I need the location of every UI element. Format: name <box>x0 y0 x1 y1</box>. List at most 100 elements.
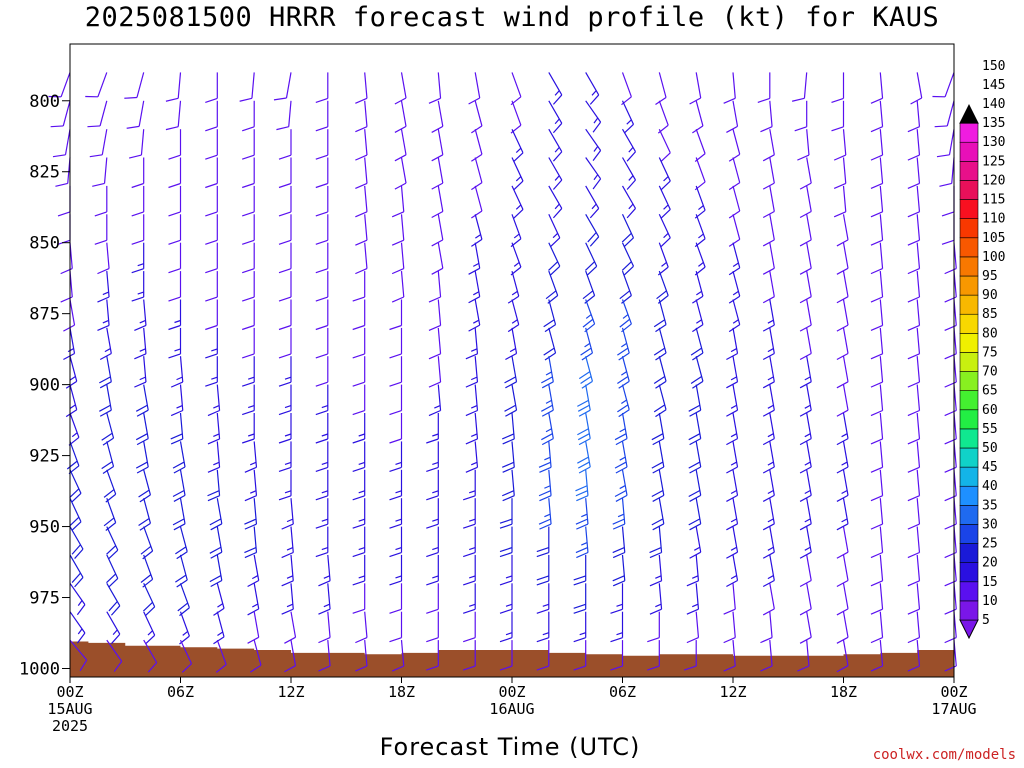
wind-barb-half-flag <box>730 404 737 409</box>
wind-barb <box>762 129 775 162</box>
wind-barb-half-flag <box>213 404 220 409</box>
wind-barb-half-flag <box>432 575 439 579</box>
wind-barb-shaft <box>548 356 554 382</box>
wind-barb-flag <box>426 495 439 501</box>
wind-barb <box>389 526 403 558</box>
wind-barb-shaft <box>806 640 810 667</box>
wind-barb-flag <box>536 580 549 586</box>
wind-barb-half-flag <box>470 348 478 352</box>
wind-barb <box>394 72 407 105</box>
colorbar-tick-label: 120 <box>982 173 1005 188</box>
wind-barb <box>389 554 403 586</box>
wind-barb <box>106 582 121 616</box>
wind-barb <box>690 356 704 389</box>
wind-barb <box>728 270 741 304</box>
wind-barb <box>584 242 598 276</box>
wind-barb-half-flag <box>139 376 146 381</box>
wind-barb <box>833 185 847 218</box>
wind-barb-shaft <box>136 72 145 98</box>
wind-barb <box>69 639 88 672</box>
wind-barb <box>499 640 513 671</box>
wind-barb <box>833 129 847 161</box>
wind-barb-flag <box>55 182 68 187</box>
wind-barb-half-flag <box>104 348 111 353</box>
wind-barb-shaft <box>732 100 739 127</box>
wind-barb-flag <box>428 296 441 303</box>
wind-barb-flag <box>723 637 736 644</box>
wind-barb <box>907 157 921 189</box>
wind-barb <box>762 356 775 389</box>
wind-barb <box>760 611 773 644</box>
wind-barb-shaft <box>106 639 123 662</box>
wind-barb-flag <box>513 152 524 162</box>
wind-barb-flag <box>463 665 476 671</box>
wind-barb-half-flag <box>579 632 586 636</box>
wind-barb <box>463 554 476 586</box>
wind-barb-flag <box>655 97 667 105</box>
wind-barb <box>658 185 671 219</box>
wind-barb-shaft <box>216 498 223 524</box>
wind-barb-shaft <box>806 214 812 241</box>
wind-barb-half-flag <box>545 428 552 433</box>
wind-barb-flag <box>210 523 223 531</box>
wind-barb <box>907 583 921 615</box>
wind-barb-half-flag <box>593 174 599 181</box>
wind-barb-flag <box>581 352 593 361</box>
wind-barb-flag <box>278 268 292 274</box>
wind-barb <box>205 185 218 217</box>
wind-barb-flag <box>239 97 253 102</box>
wind-barb-flag <box>281 551 294 559</box>
wind-barb-flag <box>465 409 478 417</box>
wind-barb <box>465 441 479 473</box>
wind-barb <box>391 214 405 246</box>
wind-barb <box>101 412 115 446</box>
wind-barb <box>315 327 329 359</box>
colorbar-bin <box>959 524 979 544</box>
wind-barb-shaft <box>916 611 921 638</box>
wind-barb-flag <box>870 268 883 275</box>
wind-barb-flag <box>538 490 551 497</box>
wind-barb-flag <box>799 608 812 616</box>
wind-barb-flag <box>79 659 88 672</box>
wind-barb <box>352 356 366 387</box>
wind-barb <box>426 554 439 586</box>
wind-barb-flag <box>352 353 365 359</box>
wind-barb-shaft <box>769 100 773 127</box>
wind-barb-flag <box>471 210 483 219</box>
wind-barb-half-flag <box>432 461 439 465</box>
wind-barb-flag <box>513 209 524 219</box>
wind-barb <box>355 214 368 246</box>
wind-barb-shaft <box>143 412 149 439</box>
wind-barb <box>726 412 739 446</box>
wind-barb-flag <box>510 238 522 248</box>
wind-barb-flag <box>175 546 187 555</box>
wind-barb-shaft <box>474 242 481 269</box>
colorbar-bin <box>959 161 979 181</box>
wind-barb-shaft <box>364 611 368 638</box>
wind-barb-flag <box>471 182 483 191</box>
wind-barb <box>799 185 812 219</box>
wind-barb-flag <box>550 265 561 276</box>
wind-barb-flag <box>52 154 66 158</box>
colorbar-bin <box>959 505 979 525</box>
wind-barb-shaft <box>769 157 775 184</box>
wind-barb-half-flag <box>248 376 255 380</box>
wind-barb <box>168 157 182 189</box>
wind-barb-flag <box>694 238 706 248</box>
wind-barb-flag <box>99 409 112 417</box>
wind-barb-half-flag <box>544 456 551 461</box>
wind-barb <box>103 469 117 503</box>
wind-barb-shaft <box>916 72 923 99</box>
wind-barb <box>352 271 366 302</box>
wind-barb <box>617 356 630 389</box>
wind-barb <box>66 441 80 475</box>
wind-barb-flag <box>692 380 704 389</box>
wind-barb-flag <box>836 466 849 474</box>
wind-barb <box>543 327 557 361</box>
wind-barb <box>726 526 739 559</box>
wind-barb-flag <box>623 265 634 276</box>
wind-barb <box>573 583 587 614</box>
wind-barb-flag <box>394 97 407 105</box>
wind-barb-half-flag <box>284 490 292 494</box>
